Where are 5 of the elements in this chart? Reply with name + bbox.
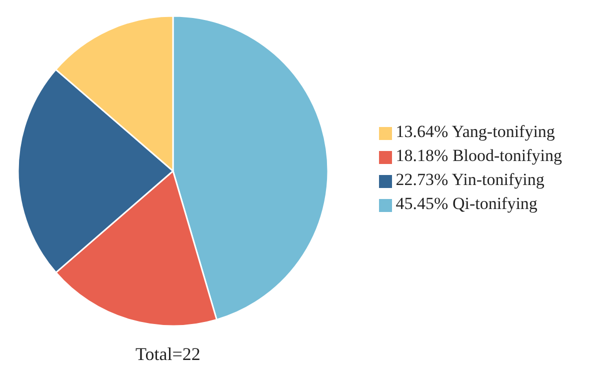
legend-label: 22.73% Yin-tonifying	[396, 170, 544, 189]
legend-label: 13.64% Yang-tonifying	[396, 122, 555, 141]
text: Total=22	[134, 344, 202, 365]
legend-label: 45.45% Qi-tonifying	[396, 194, 538, 213]
legend-label: 18.18% Blood-tonifying	[396, 146, 562, 165]
